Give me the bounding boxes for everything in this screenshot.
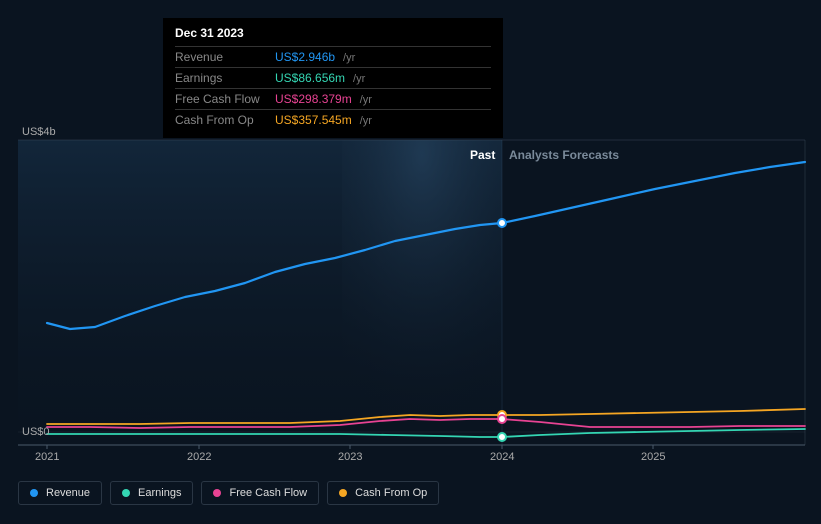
tooltip-value: US$298.379m xyxy=(275,92,352,106)
legend-dot-icon xyxy=(213,489,221,497)
tooltip-label: Revenue xyxy=(175,50,267,64)
tooltip-row-cfo: Cash From Op US$357.545m /yr xyxy=(175,109,491,130)
x-axis-label-2024: 2024 xyxy=(490,451,514,463)
legend-item-revenue[interactable]: Revenue xyxy=(18,481,102,505)
tooltip-label: Free Cash Flow xyxy=(175,92,267,106)
x-axis-label-2022: 2022 xyxy=(187,451,211,463)
chart-tooltip: Dec 31 2023 Revenue US$2.946b /yr Earnin… xyxy=(163,18,503,138)
section-label-forecast: Analysts Forecasts xyxy=(509,148,619,162)
tooltip-unit: /yr xyxy=(360,115,372,127)
legend-dot-icon xyxy=(122,489,130,497)
legend-label: Free Cash Flow xyxy=(229,487,307,499)
y-axis-label-zero: US$0 xyxy=(22,426,50,438)
tooltip-unit: /yr xyxy=(353,73,365,85)
legend-dot-icon xyxy=(30,489,38,497)
legend-item-fcf[interactable]: Free Cash Flow xyxy=(201,481,319,505)
tooltip-value: US$357.545m xyxy=(275,113,352,127)
section-label-past: Past xyxy=(470,148,495,162)
legend-label: Cash From Op xyxy=(355,487,427,499)
legend-dot-icon xyxy=(339,489,347,497)
legend-item-cfo[interactable]: Cash From Op xyxy=(327,481,439,505)
chart-legend: Revenue Earnings Free Cash Flow Cash Fro… xyxy=(18,481,439,505)
tooltip-row-revenue: Revenue US$2.946b /yr xyxy=(175,46,491,67)
legend-item-earnings[interactable]: Earnings xyxy=(110,481,193,505)
tooltip-label: Cash From Op xyxy=(175,113,267,127)
tooltip-unit: /yr xyxy=(343,52,355,64)
x-axis-label-2023: 2023 xyxy=(338,451,362,463)
legend-label: Earnings xyxy=(138,487,181,499)
financial-chart: Dec 31 2023 Revenue US$2.946b /yr Earnin… xyxy=(0,0,821,524)
tooltip-label: Earnings xyxy=(175,71,267,85)
tooltip-value: US$86.656m xyxy=(275,71,345,85)
y-axis-label-top: US$4b xyxy=(22,126,56,138)
tooltip-row-fcf: Free Cash Flow US$298.379m /yr xyxy=(175,88,491,109)
x-axis-label-2021: 2021 xyxy=(35,451,59,463)
tooltip-unit: /yr xyxy=(360,94,372,106)
tooltip-row-earnings: Earnings US$86.656m /yr xyxy=(175,67,491,88)
tooltip-value: US$2.946b xyxy=(275,50,335,64)
tooltip-date: Dec 31 2023 xyxy=(175,26,491,46)
x-axis-label-2025: 2025 xyxy=(641,451,665,463)
legend-label: Revenue xyxy=(46,487,90,499)
